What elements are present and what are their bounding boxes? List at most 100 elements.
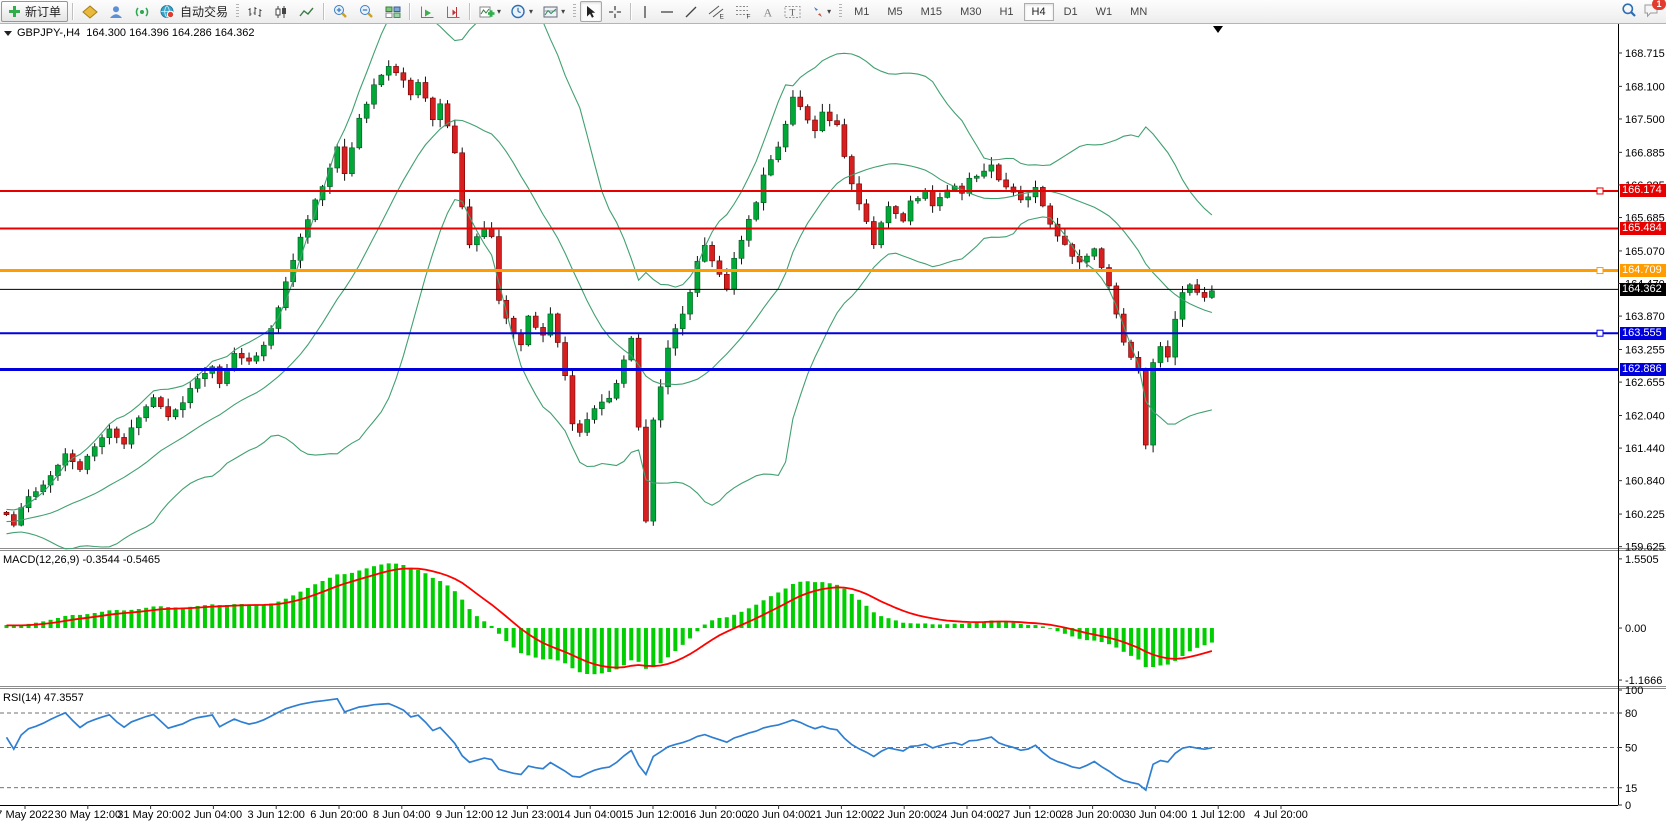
periods-button[interactable]: ▾ (507, 1, 537, 22)
auto-trading-label: 自动交易 (180, 5, 229, 19)
rsi-panel[interactable] (0, 697, 1618, 792)
candlestick-series[interactable] (3, 60, 1215, 528)
line-handle[interactable] (1596, 329, 1604, 337)
toolbar-grip (839, 4, 843, 19)
bar-chart-button[interactable] (243, 1, 267, 22)
horizontal-price-lines[interactable] (0, 187, 1618, 372)
crosshair-icon (609, 5, 622, 18)
rsi-axis: 100 80 50 15 0 (1618, 685, 1643, 812)
timeframe-h1-button[interactable]: H1 (999, 5, 1014, 18)
macd-scale-label: 0.00 (1625, 623, 1646, 635)
chart-shift-marker-group[interactable] (1213, 26, 1223, 33)
time-tick-label: 3 Jun 12:00 (247, 809, 305, 821)
timeframe-m15-button[interactable]: M15 (920, 5, 943, 18)
zoom-in-button[interactable] (329, 1, 353, 22)
vertical-line-button[interactable] (636, 1, 654, 22)
templates-button[interactable]: ▾ (539, 1, 569, 22)
candlestick-chart-icon (275, 5, 287, 18)
timeframe-h4-button[interactable]: H4 (1023, 2, 1054, 21)
timeframe-m1-button[interactable]: M1 (854, 5, 870, 18)
timeframe-m5-button[interactable]: M5 (887, 5, 903, 18)
chart-shift-icon (447, 6, 460, 18)
hosting-button[interactable] (104, 1, 128, 22)
toolbar-right-group: 1 (1621, 0, 1666, 21)
rsi-scale-label: 50 (1625, 743, 1637, 755)
toolbar-separator (630, 3, 633, 20)
price-tick-label: 159.625 (1625, 542, 1665, 554)
fibonacci-icon: F (736, 6, 751, 19)
price-line-axis-label: 164.709 (1620, 264, 1666, 277)
zoom-out-button[interactable] (355, 1, 379, 22)
macd-axis: 1.5505 0.00 -1.1666 (1618, 554, 1662, 687)
cursor-button[interactable] (580, 1, 603, 22)
macd-scale-label: -1.1666 (1625, 675, 1662, 687)
time-tick-label: 30 May 12:00 (54, 809, 121, 821)
horizontal-line-button[interactable] (656, 1, 678, 22)
fibonacci-button[interactable]: F (731, 1, 756, 22)
line-chart-button[interactable] (295, 1, 319, 22)
price-line-axis-label: 162.886 (1620, 363, 1666, 376)
text-button[interactable]: A (758, 1, 778, 22)
price-line-axis-label: 165.484 (1620, 222, 1666, 235)
chart-menu-icon[interactable] (4, 30, 12, 36)
timeframe-w1-button[interactable]: W1 (1095, 5, 1113, 18)
rsi-scale-label: 0 (1625, 800, 1631, 812)
time-tick-label: 24 Jun 04:00 (935, 809, 999, 821)
rsi-scale-label: 80 (1625, 708, 1637, 720)
price-tick-label: 162.040 (1625, 410, 1665, 422)
toolbar-separator (469, 3, 472, 20)
time-tick-label: 20 Jun 04:00 (747, 809, 811, 821)
horizontal-line-icon (661, 10, 674, 13)
top-toolbar: 新订单 自动交易 (0, 0, 1666, 24)
indicators-caret-icon: ▾ (497, 6, 502, 16)
rsi-scale-label: 15 (1625, 783, 1637, 795)
tile-windows-button[interactable] (381, 1, 405, 22)
svg-text:T: T (790, 8, 796, 18)
auto-scroll-button[interactable] (415, 1, 439, 22)
indicators-button[interactable]: ▾ (475, 1, 505, 22)
toolbar-separator (72, 3, 75, 20)
text-label-button[interactable]: T (780, 1, 805, 22)
price-line-axis-label: 164.362 (1620, 283, 1666, 296)
trendline-button[interactable] (680, 1, 702, 22)
candlestick-chart-button[interactable] (269, 1, 293, 22)
signals-button[interactable] (130, 1, 154, 22)
bar-chart-icon (248, 6, 262, 17)
chart-symbol-label[interactable]: GBPJPY-,H4 164.300 164.396 164.286 164.3… (4, 27, 255, 39)
time-tick-label: 14 Jun 04:00 (558, 809, 622, 821)
deposit-icon (82, 4, 98, 19)
chart-shift-button[interactable] (441, 1, 465, 22)
new-order-button[interactable]: 新订单 (1, 1, 69, 22)
timeframe-mn-button[interactable]: MN (1130, 5, 1148, 18)
time-tick-label: 27 Jun 12:00 (998, 809, 1062, 821)
channel-button[interactable]: E (704, 1, 729, 22)
rsi-scale-label: 100 (1625, 685, 1643, 697)
arrows-button[interactable]: ▾ (807, 1, 835, 22)
time-tick-label: 8 Jun 04:00 (373, 809, 431, 821)
chart-shift-marker[interactable] (1213, 26, 1223, 33)
templates-caret-icon: ▾ (561, 6, 566, 16)
time-tick-label: 31 May 20:00 (117, 809, 184, 821)
arrows-icon (814, 6, 823, 17)
price-tick-label: 163.255 (1625, 344, 1665, 356)
chart-frame (0, 23, 1666, 806)
line-handle[interactable] (1596, 267, 1604, 275)
cursor-icon (587, 5, 596, 18)
price-axis-labels: 166.174 165.484 164.709 164.362 163.555 162.8… (1620, 0, 1666, 823)
price-tick-label: 160.225 (1625, 509, 1665, 521)
deposit-button[interactable] (78, 1, 102, 22)
chat-button[interactable]: 1 (1643, 0, 1666, 21)
timeframe-d1-button[interactable]: D1 (1063, 5, 1078, 18)
line-handle[interactable] (1596, 187, 1604, 195)
auto-trading-button[interactable]: 自动交易 (156, 1, 232, 22)
price-tick-label: 162.655 (1625, 377, 1665, 389)
timeframe-m30-button[interactable]: M30 (960, 5, 982, 18)
price-line-axis-label: 166.174 (1620, 184, 1666, 197)
crosshair-button[interactable] (604, 1, 626, 22)
macd-panel[interactable] (4, 563, 1214, 675)
search-icon[interactable] (1621, 2, 1637, 21)
trendline-icon (685, 6, 697, 17)
price-tick-label: 163.870 (1625, 311, 1665, 323)
